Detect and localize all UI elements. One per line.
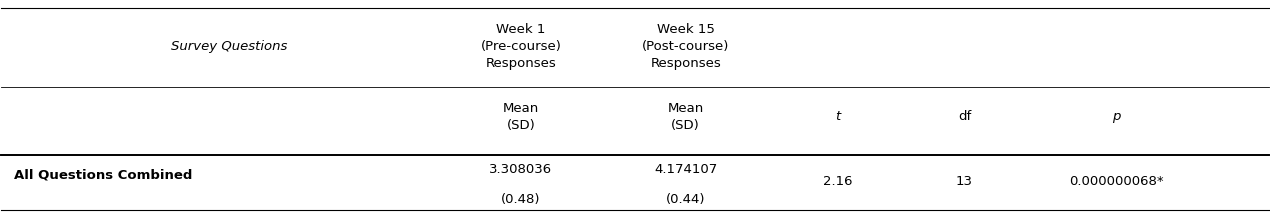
Text: (0.44): (0.44) [665, 193, 705, 206]
Text: p: p [1113, 110, 1120, 123]
Text: 13: 13 [956, 175, 973, 188]
Text: (0.48): (0.48) [502, 193, 541, 206]
Text: All Questions Combined: All Questions Combined [14, 169, 193, 182]
Text: Week 1
(Pre-course)
Responses: Week 1 (Pre-course) Responses [480, 23, 561, 70]
Text: 0.000000068*: 0.000000068* [1069, 175, 1163, 188]
Text: 2.16: 2.16 [823, 175, 852, 188]
Text: df: df [958, 110, 972, 123]
Text: Survey Questions: Survey Questions [171, 40, 288, 53]
Text: Mean
(SD): Mean (SD) [668, 102, 704, 132]
Text: 4.174107: 4.174107 [654, 163, 718, 176]
Text: Week 15
(Post-course)
Responses: Week 15 (Post-course) Responses [643, 23, 729, 70]
Text: Mean
(SD): Mean (SD) [503, 102, 538, 132]
Text: t: t [836, 110, 841, 123]
Text: 3.308036: 3.308036 [489, 163, 552, 176]
